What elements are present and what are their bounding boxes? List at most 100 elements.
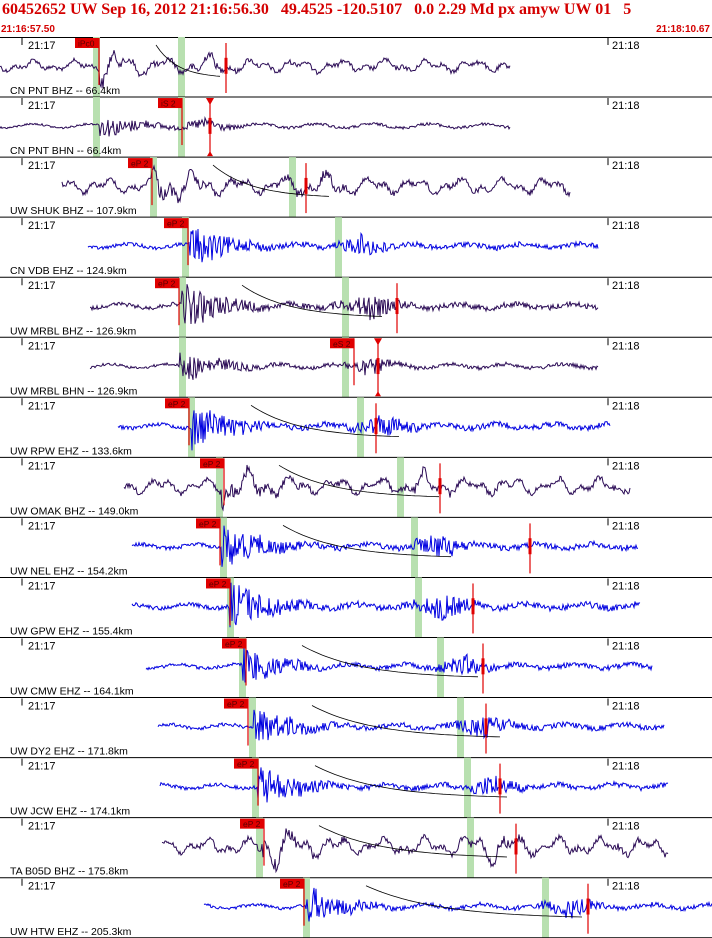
p-window (179, 277, 186, 338)
tick-label-left: 21:17 (28, 220, 56, 232)
tick-label-right: 21:18 (612, 701, 640, 713)
tick-label-left: 21:17 (28, 400, 56, 412)
station-label: CN PNT BHZ -- 66.4km (10, 85, 120, 97)
station-label: UW GPW EHZ -- 155.4km (10, 626, 133, 638)
trace-row: eP 2 21:17 21:18 UW JCW EHZ -- 174.1km (0, 757, 712, 819)
tick-label-left: 21:17 (28, 40, 56, 52)
duration-mark (208, 117, 212, 134)
station-label: UW NEL EHZ -- 154.2km (10, 565, 128, 577)
tick-label-right: 21:18 (612, 580, 640, 592)
pick-label: eP 2 (225, 639, 243, 649)
tick-label-right: 21:18 (612, 280, 640, 292)
duration-mark (374, 418, 378, 435)
tick-label-left: 21:17 (28, 761, 56, 773)
station-label: UW OMAK BHZ -- 149.0km (10, 505, 139, 517)
pick-label: eP 2 (209, 579, 227, 589)
arrival-marker-bottom (207, 151, 213, 157)
station-label: UW MRBL BHZ -- 126.9km (10, 325, 136, 337)
pick-flag (75, 38, 99, 48)
tick-label-right: 21:18 (612, 160, 640, 172)
waveform (131, 582, 641, 628)
pick-flag (280, 878, 304, 889)
pick-flag (222, 638, 246, 649)
s-window (342, 337, 349, 398)
tick-label-right: 21:18 (612, 220, 640, 232)
pick-flag (240, 818, 264, 829)
tick-label-left: 21:17 (28, 460, 56, 472)
duration-mark (514, 838, 518, 855)
duration-mark (484, 718, 488, 735)
tick-label-left: 21:17 (28, 881, 56, 893)
station-label: UW HTW EHZ -- 205.3km (10, 926, 132, 938)
tick-label-left: 21:17 (28, 641, 56, 653)
s-window (542, 877, 549, 938)
waveform (0, 115, 511, 137)
duration-mark (586, 898, 590, 915)
tick-label-right: 21:18 (612, 761, 640, 773)
pick-flag (206, 578, 230, 589)
station-label: UW DY2 EHZ -- 171.8km (10, 746, 128, 758)
coda-curve (282, 525, 452, 558)
station-label: UW JCW EHZ -- 174.1km (10, 806, 130, 818)
tick-label-right: 21:18 (612, 40, 640, 52)
duration-mark (224, 57, 228, 74)
waveform (131, 525, 639, 567)
pick-label: eP 2 (243, 819, 261, 829)
pick-flag (128, 158, 152, 169)
p-window (182, 217, 189, 278)
s-window (342, 277, 349, 338)
trace-row: eP 2 21:17 21:18 UW DY2 EHZ -- 171.8km (0, 697, 712, 759)
station-label: CN PNT BHN -- 66.4km (10, 145, 121, 157)
tick-label-left: 21:17 (28, 580, 56, 592)
tick-label-right: 21:18 (612, 520, 640, 532)
tick-label-right: 21:18 (612, 340, 640, 352)
s-window (335, 217, 342, 278)
pick-flag (200, 458, 224, 469)
station-label: UW CMW EHZ -- 164.1km (10, 686, 134, 698)
waveform (159, 767, 669, 803)
trace-row: eP 2 21:17 21:18 UW NEL EHZ -- 154.2km (0, 517, 712, 578)
pick-flag (158, 98, 182, 109)
time-start-label: 21:16:57.50 (1, 24, 55, 35)
duration-mark (304, 177, 308, 194)
station-label: UW RPW EHZ -- 133.6km (10, 445, 132, 457)
p-window (150, 157, 157, 218)
s-window (178, 37, 185, 98)
trace-row: eP 2 21:17 21:18 CN VDB EHZ -- 124.9km (0, 217, 712, 278)
coda-curve (311, 705, 501, 738)
pick-label: eP 2 (167, 219, 185, 229)
waveform (87, 228, 599, 263)
p-window (216, 457, 223, 518)
time-end-label: 21:18:10.67 (656, 24, 710, 35)
arrival-marker-bottom (375, 391, 381, 397)
pick-label: eS 2 (333, 339, 351, 349)
pick-label: eP 2 (227, 699, 245, 709)
tick-label-left: 21:17 (28, 340, 56, 352)
trace-row: iPc0 21:17 21:18 CN PNT BHZ -- 66.4km (0, 37, 712, 98)
pick-flag (164, 218, 188, 229)
pick-label: eP 2 (168, 399, 186, 409)
event-title: 60452652 UW Sep 16, 2012 21:16:56.30 49.… (2, 1, 632, 18)
station-label: CN VDB EHZ -- 124.9km (10, 265, 127, 277)
trace-row: iS 2 21:17 21:18 CN PNT BHN -- 66.4km (0, 97, 712, 158)
coda-curve (241, 284, 383, 317)
p-window (256, 817, 263, 878)
waveform (0, 50, 511, 89)
trace-row: eP 2 21:17 21:18 UW RPW EHZ -- 133.6km (0, 397, 712, 458)
duration-mark (498, 778, 502, 795)
duration-mark (471, 598, 475, 615)
waveform (123, 464, 631, 512)
waveform (161, 828, 669, 874)
pick-label: eP 2 (283, 879, 301, 889)
coda-curve (278, 464, 440, 498)
waveform (145, 645, 653, 683)
trace-row: eP 2 21:17 21:18 TA B05D BHZ -- 175.8km (0, 817, 712, 879)
pick-label: eP 2 (158, 279, 176, 289)
tick-label-right: 21:18 (612, 881, 640, 893)
duration-mark (528, 538, 532, 555)
waveform (203, 887, 712, 922)
pick-flag (330, 338, 354, 349)
waveform (117, 410, 611, 451)
pick-flag (224, 698, 248, 709)
tick-label-left: 21:17 (28, 701, 56, 713)
